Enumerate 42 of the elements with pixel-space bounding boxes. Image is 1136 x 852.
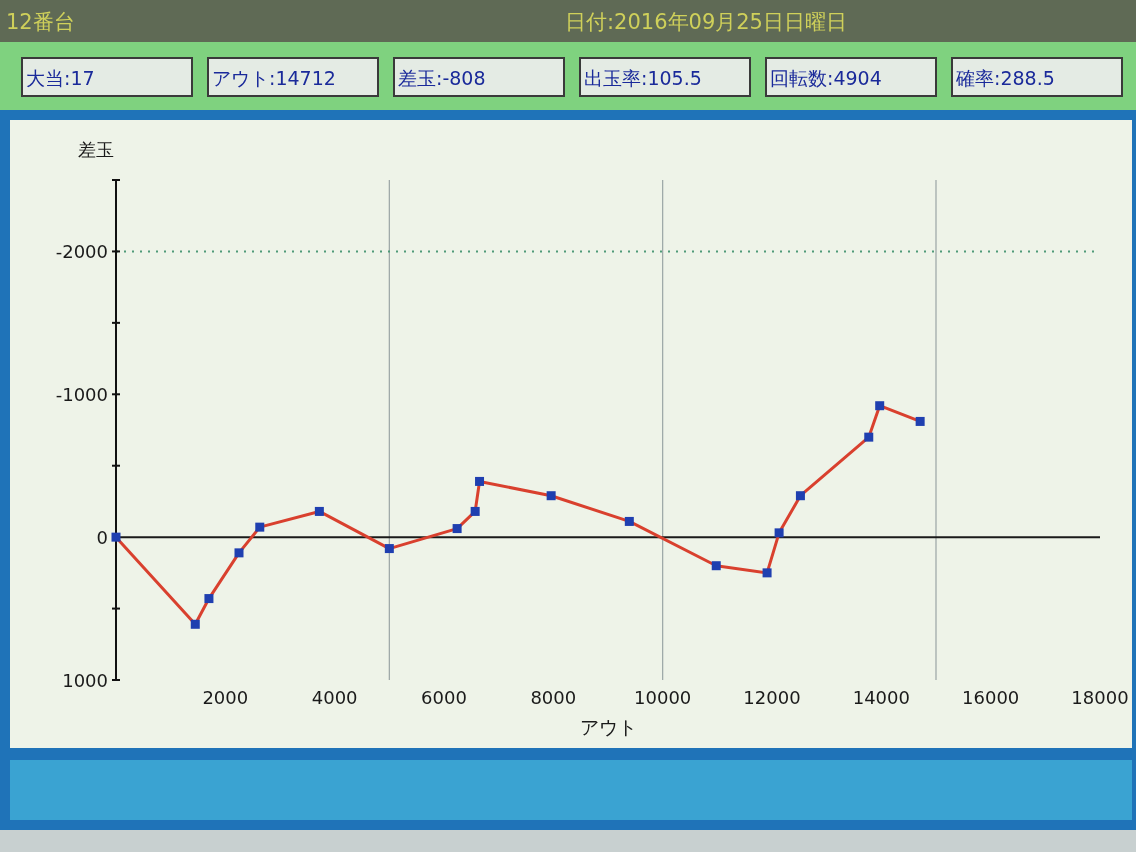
y-tick-label: 0: [96, 526, 108, 548]
x-axis-title: アウト: [579, 716, 637, 738]
point: [915, 416, 925, 426]
x-tick-label: 4000: [311, 687, 358, 708]
point: [190, 619, 200, 629]
point: [875, 401, 885, 411]
point: [711, 561, 721, 571]
chart-subtitle: 日付:2016年09月25日日曜日: [565, 10, 847, 34]
x-tick-label: 2000: [202, 687, 249, 708]
stat-card: 確率:288.5: [951, 57, 1123, 97]
point: [111, 532, 121, 542]
point: [864, 432, 874, 442]
point: [470, 506, 480, 516]
point: [255, 522, 265, 532]
x-tick-label: 10000: [634, 687, 692, 708]
stat-card: 回転数:4904: [765, 57, 937, 97]
y-tick-label: -2000: [55, 240, 108, 262]
stat-card: アウト:14712: [207, 57, 379, 97]
point: [624, 516, 634, 526]
point: [234, 548, 244, 558]
point: [452, 524, 462, 534]
y-axis-title: 差玉: [78, 139, 114, 160]
point: [384, 544, 394, 554]
point: [795, 491, 805, 501]
y-tick-label: 1000: [62, 669, 108, 691]
x-tick-label: 12000: [743, 687, 801, 708]
x-tick-label: 6000: [421, 687, 467, 708]
point: [475, 476, 485, 486]
x-tick-label: 18000: [1071, 687, 1129, 708]
point: [204, 594, 214, 604]
stat-card: 出玉率:105.5: [579, 57, 751, 97]
point: [762, 568, 772, 578]
point: [314, 506, 324, 516]
point: [546, 491, 556, 501]
x-tick-label: 14000: [852, 687, 910, 708]
stat-card: 差玉:-808: [393, 57, 565, 97]
y-tick-label: -1000: [55, 383, 108, 405]
x-tick-label: 16000: [962, 687, 1020, 708]
x-tick-label: 8000: [530, 687, 577, 708]
point: [774, 528, 784, 538]
stat-card: 大当:17: [21, 57, 193, 97]
chart-title: 12番台: [6, 10, 75, 34]
